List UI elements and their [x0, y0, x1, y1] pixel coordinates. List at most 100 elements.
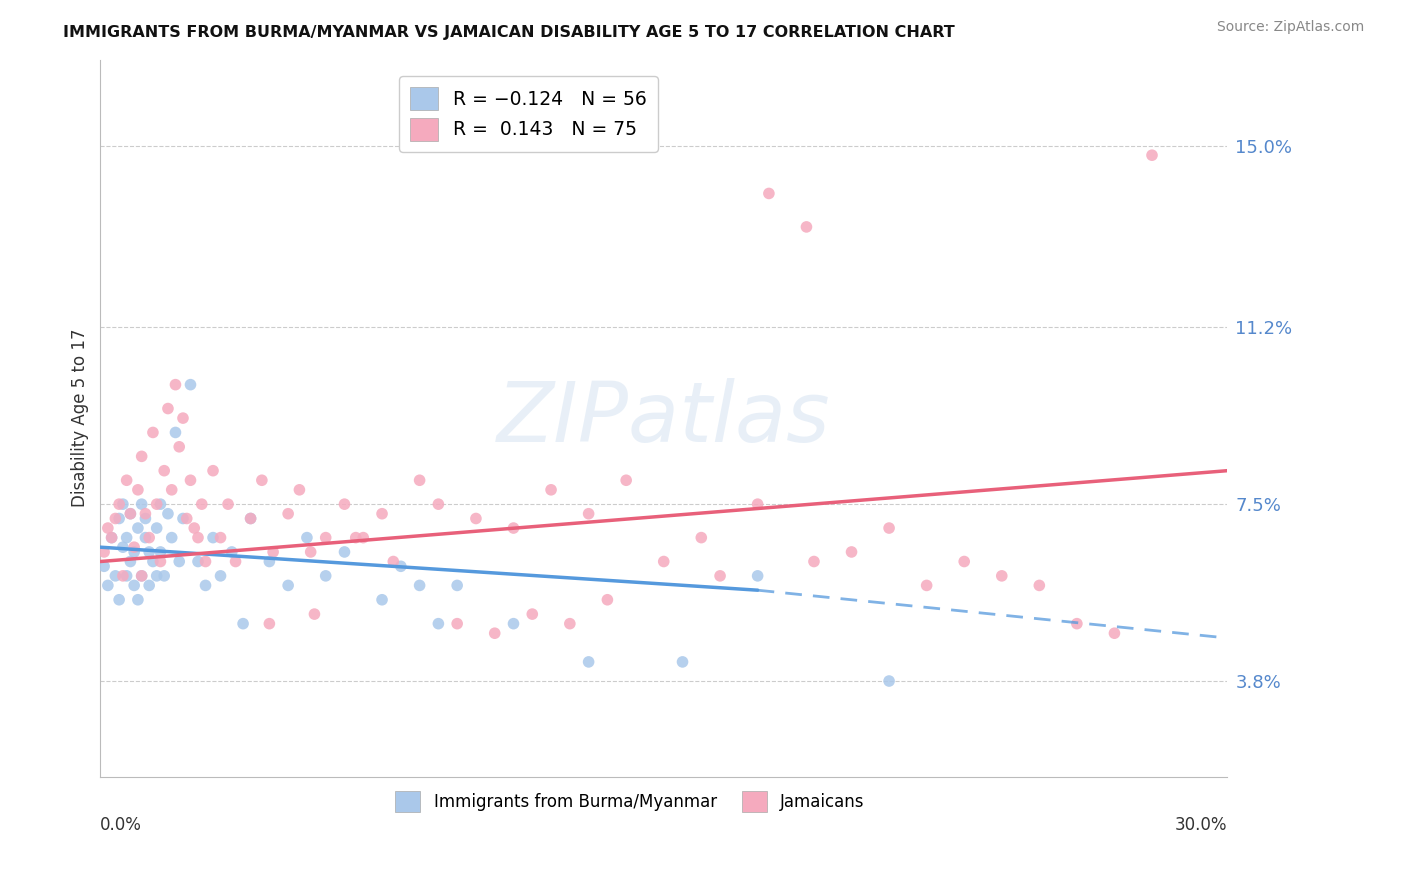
Point [709, 569, 731, 583]
Point [465, 511, 488, 525]
Point [115, 569, 138, 583]
Point [747, 569, 769, 583]
Point [149, 497, 172, 511]
Point [259, 555, 281, 569]
Point [160, 531, 183, 545]
Point [93, 559, 115, 574]
Point [115, 473, 138, 487]
Point [690, 531, 713, 545]
Point [156, 401, 179, 416]
Point [558, 616, 581, 631]
Point [484, 626, 506, 640]
Point [131, 569, 153, 583]
Point [239, 511, 262, 525]
Point [333, 497, 356, 511]
Point [183, 521, 205, 535]
Point [446, 616, 468, 631]
Point [93, 545, 115, 559]
Point [522, 607, 544, 621]
Point [446, 578, 468, 592]
Point [134, 507, 156, 521]
Point [142, 425, 165, 440]
Point [295, 531, 318, 545]
Point [389, 559, 412, 574]
Point [127, 521, 149, 535]
Point [262, 545, 284, 559]
Point [277, 578, 299, 592]
Y-axis label: Disability Age 5 to 17: Disability Age 5 to 17 [72, 329, 89, 508]
Point [134, 511, 156, 525]
Point [1028, 578, 1050, 592]
Point [122, 545, 145, 559]
Point [202, 464, 225, 478]
Point [100, 531, 122, 545]
Point [111, 569, 134, 583]
Point [304, 607, 326, 621]
Point [145, 497, 167, 511]
Point [652, 555, 675, 569]
Text: 0.0%: 0.0% [100, 816, 142, 834]
Point [408, 473, 430, 487]
Point [142, 555, 165, 569]
Point [333, 545, 356, 559]
Point [1066, 616, 1088, 631]
Point [217, 497, 239, 511]
Point [108, 592, 131, 607]
Legend: Immigrants from Burma/Myanmar, Jamaicans: Immigrants from Burma/Myanmar, Jamaicans [388, 785, 872, 819]
Point [134, 531, 156, 545]
Point [111, 540, 134, 554]
Point [145, 569, 167, 583]
Point [578, 655, 600, 669]
Point [104, 569, 127, 583]
Point [167, 440, 190, 454]
Point [120, 507, 142, 521]
Point [225, 555, 247, 569]
Point [131, 497, 153, 511]
Point [1104, 626, 1126, 640]
Point [202, 531, 225, 545]
Point [122, 578, 145, 592]
Point [596, 592, 619, 607]
Point [382, 555, 405, 569]
Point [371, 507, 394, 521]
Point [259, 616, 281, 631]
Point [108, 511, 131, 525]
Point [127, 592, 149, 607]
Point [138, 578, 160, 592]
Point [172, 511, 194, 525]
Point [239, 511, 262, 525]
Point [179, 377, 201, 392]
Point [288, 483, 311, 497]
Point [179, 473, 201, 487]
Point [221, 545, 243, 559]
Point [97, 578, 120, 592]
Point [165, 377, 187, 392]
Point [315, 569, 337, 583]
Point [122, 540, 145, 554]
Point [502, 521, 524, 535]
Point [108, 497, 131, 511]
Text: 30.0%: 30.0% [1174, 816, 1227, 834]
Point [747, 497, 769, 511]
Point [578, 507, 600, 521]
Point [165, 425, 187, 440]
Point [131, 450, 153, 464]
Point [352, 531, 374, 545]
Point [120, 555, 142, 569]
Point [427, 616, 450, 631]
Point [209, 569, 232, 583]
Point [190, 497, 212, 511]
Point [427, 497, 450, 511]
Point [299, 545, 322, 559]
Point [187, 555, 209, 569]
Point [160, 483, 183, 497]
Text: ZIPatlas: ZIPatlas [496, 377, 831, 458]
Point [232, 616, 254, 631]
Point [315, 531, 337, 545]
Point [167, 555, 190, 569]
Point [990, 569, 1012, 583]
Point [138, 531, 160, 545]
Point [277, 507, 299, 521]
Point [344, 531, 367, 545]
Point [796, 219, 818, 234]
